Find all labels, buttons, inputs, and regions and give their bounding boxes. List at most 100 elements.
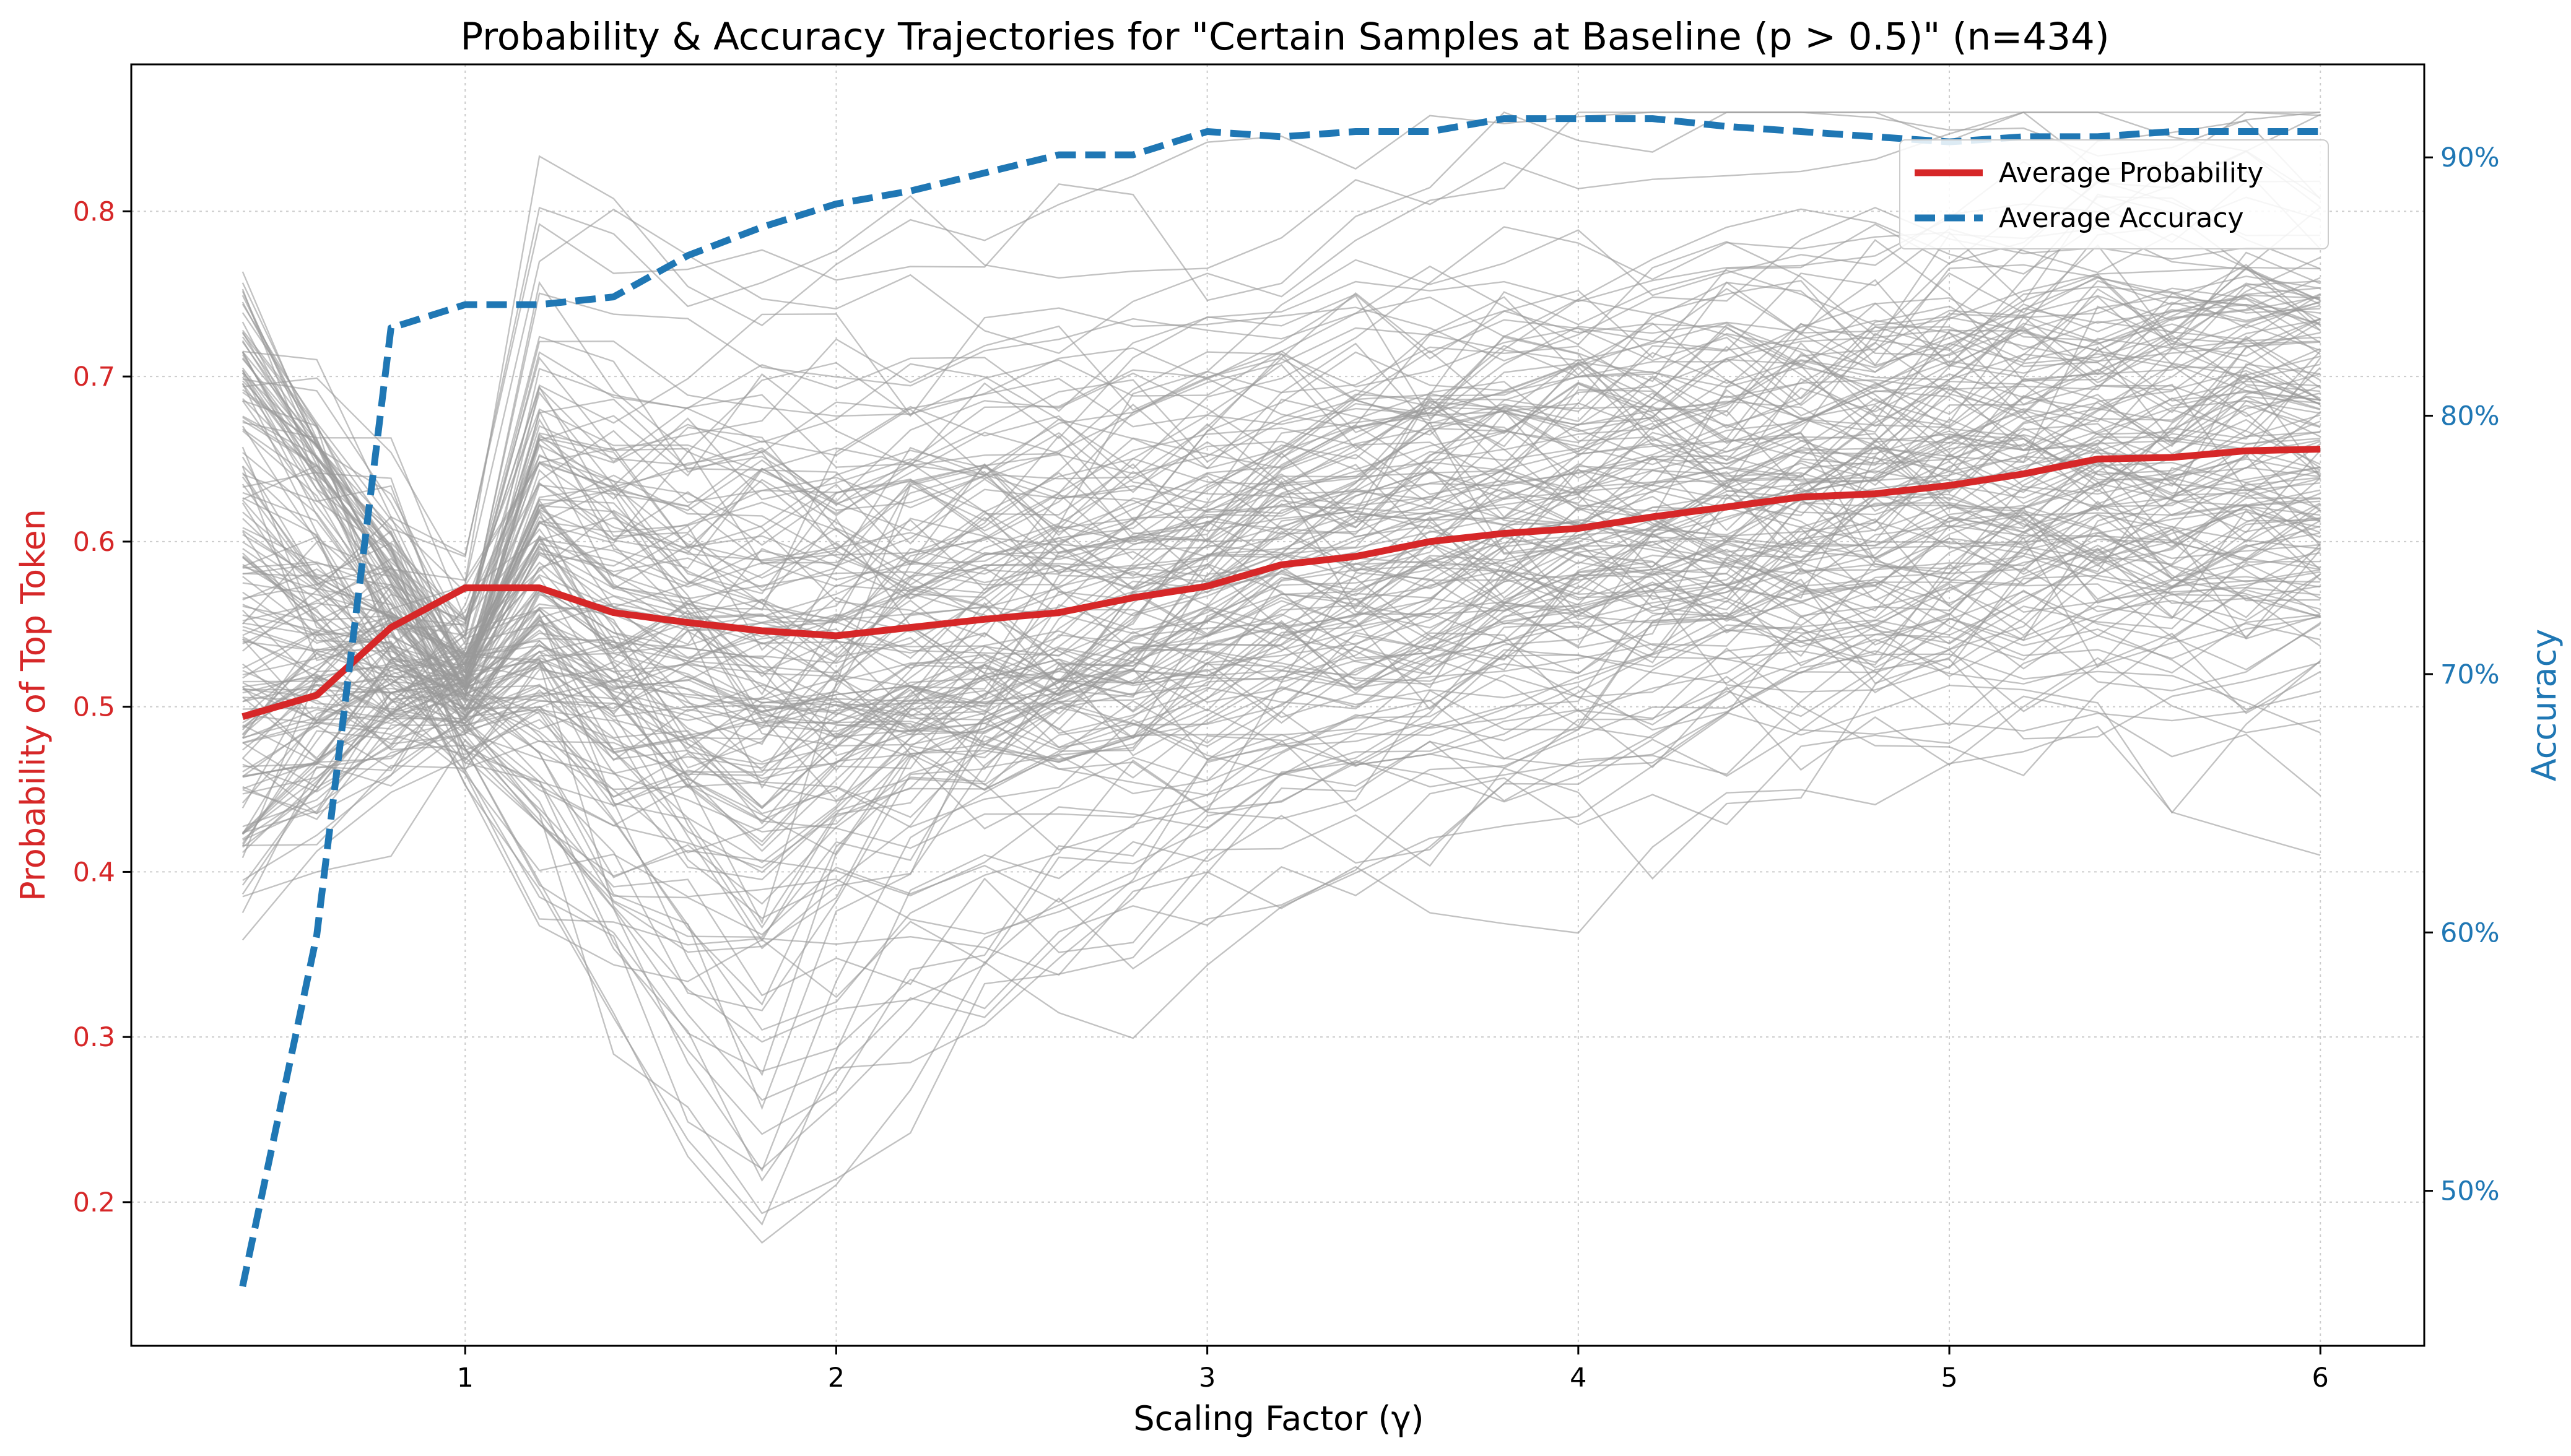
trajectory-line	[241, 284, 2321, 701]
trajectory-line	[241, 376, 2321, 1077]
left-tick-label: 0.4	[73, 857, 115, 888]
trajectory-line	[241, 303, 2321, 746]
trajectory-line	[242, 658, 2321, 869]
trajectory-line	[242, 350, 2321, 773]
x-tick-label: 4	[1570, 1363, 1586, 1393]
trajectory-line	[241, 332, 2321, 779]
trajectory-line	[242, 256, 2321, 657]
trajectory-line	[242, 562, 2321, 1182]
x-axis-ticks: 1 2 3 4 5 6	[457, 1346, 2329, 1393]
trajectory-line	[242, 470, 2321, 717]
trajectory-line	[242, 622, 2321, 851]
chart-title: Probability & Accuracy Trajectories for …	[460, 15, 2109, 59]
x-tick-label: 6	[2312, 1363, 2329, 1393]
trajectory-line	[241, 266, 2321, 859]
trajectory-line	[241, 466, 2321, 999]
trajectory-line	[241, 352, 2321, 864]
trajectory-line	[241, 472, 2321, 810]
trajectory-line	[241, 488, 2321, 833]
trajectory-line	[241, 196, 2321, 637]
average-probability-line	[241, 446, 2321, 720]
trajectory-line	[242, 322, 2321, 620]
trajectory-line	[241, 277, 2321, 669]
trajectory-line	[241, 446, 2321, 1172]
x-tick-label: 5	[1941, 1363, 1957, 1393]
trajectory-line	[241, 111, 2321, 844]
right-axis-label: Accuracy	[2525, 629, 2564, 782]
left-tick-label: 0.5	[73, 692, 115, 723]
trajectory-line	[242, 288, 2321, 719]
trajectory-line	[241, 327, 2321, 914]
trajectory-line	[241, 294, 2321, 657]
trajectory-line	[241, 531, 2321, 833]
left-tick-label: 0.3	[73, 1022, 115, 1053]
trajectory-line	[242, 111, 2321, 652]
left-tick-label: 0.6	[73, 527, 115, 558]
trajectory-line	[241, 466, 2321, 846]
trajectory-line	[242, 380, 2321, 704]
legend-label-average-probability: Average Probability	[1999, 157, 2263, 189]
x-tick-label: 2	[828, 1363, 845, 1393]
trajectory-line	[242, 111, 2321, 584]
right-tick-label: 50%	[2440, 1176, 2500, 1207]
trajectory-line	[241, 354, 2321, 688]
left-tick-label: 0.8	[73, 196, 115, 227]
right-tick-label: 70%	[2440, 659, 2500, 690]
trajectory-line	[241, 476, 2321, 802]
trajectory-line	[242, 454, 2321, 815]
trajectory-line	[242, 389, 2321, 732]
legend-box	[1899, 139, 2329, 249]
trajectory-line	[242, 563, 2321, 976]
trajectory-line	[241, 398, 2321, 1072]
trajectory-line	[241, 392, 2321, 680]
trajectory-line	[241, 400, 2321, 936]
left-axis-label: Probability of Top Token	[14, 509, 53, 901]
trajectory-line	[242, 511, 2321, 929]
trajectory-line	[241, 357, 2321, 732]
legend-label-average-accuracy: Average Accuracy	[1999, 202, 2244, 234]
plot-frame	[130, 63, 2425, 1347]
trajectory-line	[242, 492, 2321, 1135]
right-tick-label: 90%	[2440, 142, 2500, 173]
trajectory-line	[241, 287, 2321, 581]
trajectory-line	[241, 319, 2321, 808]
trajectory-line	[241, 150, 2321, 834]
trajectory-line	[242, 461, 2321, 1043]
trajectory-line	[242, 505, 2321, 768]
trajectory-line	[242, 557, 2321, 849]
trajectory-line	[241, 351, 2321, 729]
legend: Average Probability Average Accuracy	[1899, 139, 2329, 249]
right-axis-ticks: 50% 60% 70% 80% 90%	[2424, 142, 2500, 1207]
trajectory-line	[241, 282, 2321, 693]
trajectory-line	[241, 329, 2321, 776]
left-tick-label: 0.2	[73, 1187, 115, 1218]
trajectory-line	[242, 566, 2321, 856]
right-tick-label: 60%	[2440, 917, 2500, 948]
trajectory-line	[242, 409, 2321, 681]
trajectory-line	[242, 576, 2321, 1215]
trajectory-line	[242, 293, 2321, 683]
trajectory-line	[241, 288, 2321, 735]
right-tick-label: 80%	[2440, 401, 2500, 432]
trajectory-line	[241, 351, 2321, 1244]
trajectory-line	[241, 552, 2321, 1170]
trajectory-line	[242, 264, 2321, 925]
trajectory-line	[241, 492, 2321, 834]
trajectory-line	[242, 334, 2321, 728]
trajectory-line	[242, 310, 2321, 660]
trajectory-line	[242, 267, 2321, 747]
trajectory-line	[242, 303, 2321, 662]
trajectory-line	[242, 384, 2321, 835]
trajectory-line	[241, 363, 2321, 665]
trajectory-line	[241, 389, 2321, 683]
trajectory-line	[241, 266, 2321, 681]
left-tick-label: 0.7	[73, 362, 115, 392]
trajectory-line	[242, 111, 2321, 558]
trajectory-line	[242, 431, 2321, 905]
x-tick-label: 3	[1199, 1363, 1216, 1393]
trajectory-line	[241, 244, 2321, 843]
left-axis-ticks: 0.2 0.3 0.4 0.5 0.6 0.7 0.8	[73, 196, 131, 1218]
x-tick-label: 1	[457, 1363, 474, 1393]
x-axis-label: Scaling Factor (γ)	[1133, 1399, 1424, 1438]
